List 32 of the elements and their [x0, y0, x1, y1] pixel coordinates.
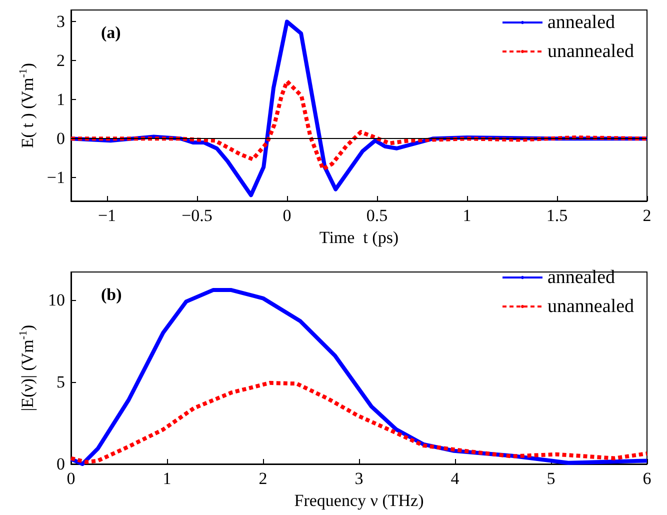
y-tick-label: −1 [46, 168, 65, 188]
x-axis-title: Frequency ν (THz) [294, 490, 424, 510]
x-tick-label: −0.5 [182, 206, 212, 225]
x-tick-label: 1 [462, 206, 472, 225]
x-tick-label: 1.5 [546, 206, 568, 225]
y-tick-label: 5 [56, 372, 65, 392]
x-tick-label: 5 [546, 469, 556, 488]
x-tick-label: −1 [98, 206, 116, 225]
y-tick-label: 10 [48, 290, 65, 310]
y-axis-title: E( t ) (Vm-1) [18, 62, 37, 148]
x-tick-label: 4 [450, 469, 460, 488]
x-tick-label: 0.5 [366, 206, 388, 225]
x-tick-label: 6 [642, 469, 652, 488]
x-tick-label: 3 [354, 469, 364, 488]
x-axis-title: Time t (ps) [319, 228, 399, 247]
x-tick-label: 0 [282, 206, 292, 225]
y-tick-label: 0 [56, 454, 65, 474]
legend-label: annealed [547, 12, 616, 33]
y-tick-label: 3 [56, 12, 65, 32]
legend-label: unannealed [547, 41, 634, 62]
annotation: (a) [101, 23, 121, 42]
annotation: (b) [101, 285, 122, 304]
y-tick-label: 0 [56, 129, 65, 148]
y-tick-label: 2 [56, 51, 65, 70]
line-series [69, 79, 649, 172]
legend-label: annealed [547, 267, 616, 288]
x-tick-label: 2 [642, 206, 652, 225]
y-axis-title: |E(ν)| (Vm-1) [18, 324, 37, 412]
x-tick-label: 2 [258, 469, 268, 488]
y-tick-label: 1 [56, 90, 65, 110]
legend-label: unannealed [547, 296, 634, 317]
x-tick-label: 1 [162, 469, 172, 488]
